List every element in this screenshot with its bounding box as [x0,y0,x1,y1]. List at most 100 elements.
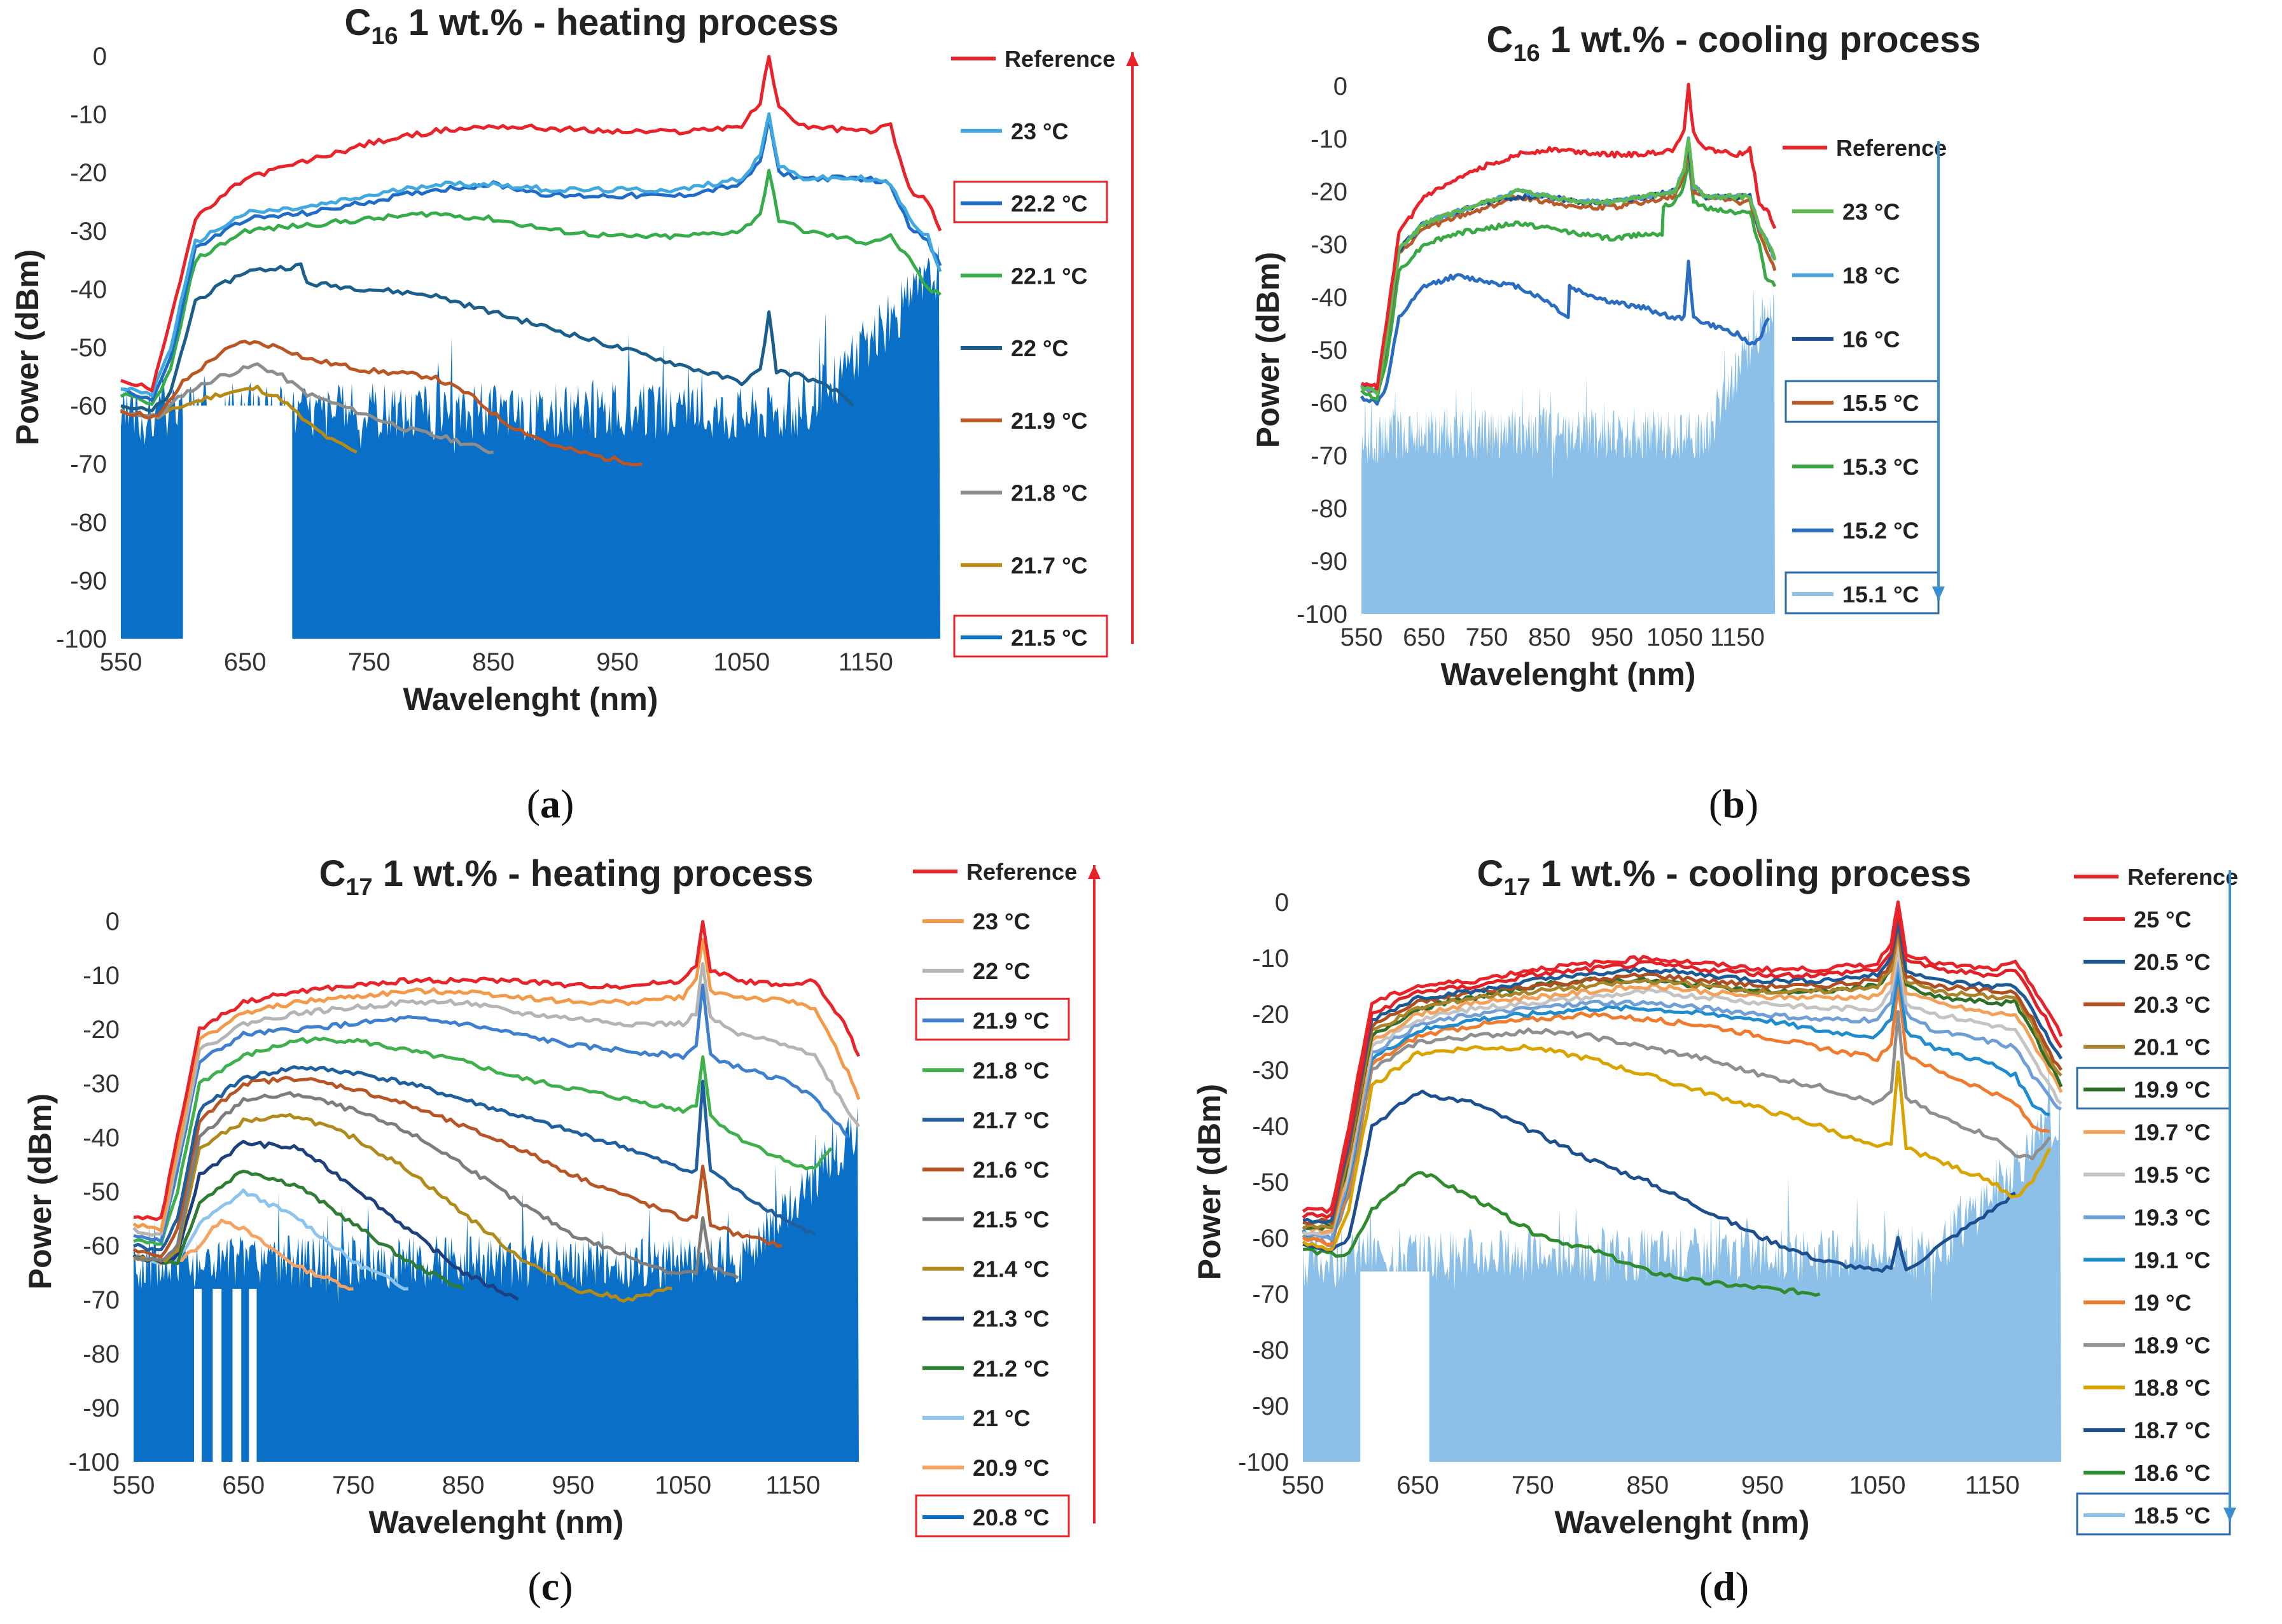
x-axis-label: Wavelenght (nm) [1555,1504,1810,1540]
legend-label: 21.7 °C [973,1107,1049,1133]
legend-label: 19 °C [2134,1289,2191,1315]
y-axis-label: Power (dBm) [10,249,45,445]
noise-gap [232,1289,242,1462]
arrow-head [1932,586,1945,600]
legend-entry: 19.7 °C [2084,1120,2210,1146]
legend-entry: Reference [913,859,1077,885]
x-tick-label: 950 [596,648,639,676]
legend-label: 18 °C [1842,263,1900,289]
legend-label: 25 °C [2134,906,2191,933]
y-tick-label: -20 [70,159,107,187]
series-line [1360,136,1777,394]
panel-caption: (a) [527,781,574,826]
x-tick-label: 650 [224,648,267,676]
series-line [133,1091,739,1280]
y-tick-label: -100 [1297,600,1347,628]
legend-entry: 21.7 °C [961,552,1087,578]
x-tick-label: 1150 [1965,1471,2020,1499]
y-tick-label: -20 [1311,178,1347,206]
legend-highlight-box [915,997,1070,1041]
legend-entry: 18.5 °C [2076,1492,2231,1536]
noise-floor-area [121,246,940,639]
legend-label: 21.2 °C [973,1356,1049,1382]
legend-label: 16 °C [1842,326,1900,352]
y-tick-label: -20 [83,1016,120,1044]
legend-label: 20.9 °C [973,1455,1049,1481]
y-axis-label: Power (dBm) [22,1093,58,1289]
legend-entry: 20.3 °C [2084,992,2210,1018]
y-tick-label: -30 [70,218,107,246]
legend-label: 18.9 °C [2134,1332,2210,1358]
y-axis-label: Power (dBm) [1250,252,1286,448]
y-tick-label: -40 [70,275,107,303]
x-tick-label: 750 [1466,623,1508,651]
legend-highlight-box [953,181,1108,223]
y-tick-label: -80 [70,509,107,537]
x-tick-label: 1150 [838,648,893,676]
noise-gap [194,1289,202,1462]
series-line [120,362,494,454]
series-line [133,1113,672,1303]
series-line [120,116,942,403]
legend-label: 19.9 °C [2134,1077,2210,1103]
y-tick-label: -90 [1252,1392,1289,1420]
legend-label: 15.1 °C [1842,581,1919,607]
legend-label: 21.7 °C [1011,552,1087,578]
x-tick-label: 950 [552,1471,595,1499]
legend-entry: 21.4 °C [922,1256,1049,1282]
noise-gap [1360,1271,1430,1462]
chart-panel-b: C16 1 wt.% - cooling process 0 -10 -20 -30 -4… [1250,19,1981,826]
x-tick-label: 650 [1403,623,1445,651]
legend-entry: 23 °C [961,118,1068,144]
y-tick-label: -50 [1252,1169,1289,1197]
series-line [133,983,849,1244]
y-tick-label: -80 [1311,495,1347,523]
legend-entry: 15.3 °C [1792,454,1919,480]
x-tick-label: 1150 [1710,623,1765,651]
y-tick-label: -50 [1311,337,1347,364]
series-line [120,55,942,392]
legend-label: 21.9 °C [973,1008,1049,1034]
legend-label: 20.5 °C [2134,949,2210,975]
x-axis-label: Wavelenght (nm) [403,681,658,717]
legend-entry: 21.5 °C [953,614,1108,658]
y-tick-label: -30 [1252,1057,1289,1085]
legend-entry: 20.8 °C [915,1494,1070,1537]
series-line [1360,148,1777,396]
series-line [133,920,861,1221]
legend-label: 15.2 °C [1842,518,1919,544]
y-tick-label: 0 [106,908,120,936]
legend-entry: 19.1 °C [2084,1247,2210,1273]
legend-entry: 21.8 °C [922,1057,1049,1083]
legend-entry: 15.2 °C [1792,518,1919,544]
legend-entry: 25 °C [2084,906,2191,933]
legend-label: 20.8 °C [973,1504,1049,1530]
legend-entry: 18.6 °C [2084,1460,2210,1486]
arrow-head [2223,1508,2236,1522]
series-line [1360,83,1777,391]
series-line [1302,929,2063,1230]
series-line [133,1169,464,1291]
legend-entry: 23 °C [922,908,1030,934]
series-line [132,1139,519,1301]
legend-entry: 19.5 °C [2084,1162,2210,1188]
legend-label: 21.8 °C [1011,480,1087,506]
y-tick-label: -70 [1311,442,1347,470]
x-tick-label: 1050 [1646,623,1703,651]
legend-label: 21.8 °C [973,1057,1049,1083]
legend-label: 18.6 °C [2134,1460,2210,1486]
y-tick-label: -30 [83,1070,120,1098]
y-tick-label: 0 [1275,889,1289,917]
legend-entry: 20.9 °C [922,1455,1049,1481]
noise-floor-area [1361,288,1775,614]
legend-entry: 18 °C [1792,263,1900,289]
x-tick-label: 1050 [1849,1471,1906,1499]
chart-panel-c: C17 1 wt.% - heating process 0 -10 -20 -30 -4… [22,853,1101,1609]
legend-label: Reference [1005,46,1115,72]
legend-entry: 18.7 °C [2084,1417,2210,1443]
legend-entry: 19 °C [2084,1289,2191,1315]
series-line [1302,933,2063,1235]
legend-entry: 21.5 °C [922,1207,1049,1233]
arrow-head [1126,52,1139,66]
